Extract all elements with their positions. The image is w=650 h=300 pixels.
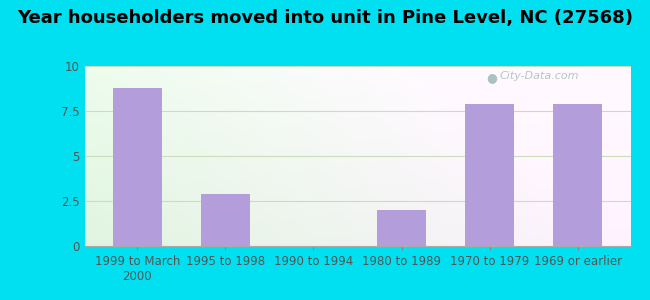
Text: City-Data.com: City-Data.com	[499, 71, 579, 81]
Bar	[202, 194, 250, 246]
Bar	[465, 104, 514, 246]
Bar	[113, 88, 162, 246]
Bar	[553, 104, 602, 246]
Text: ●: ●	[486, 71, 497, 84]
Bar	[377, 210, 426, 246]
Text: Year householders moved into unit in Pine Level, NC (27568): Year householders moved into unit in Pin…	[17, 9, 633, 27]
